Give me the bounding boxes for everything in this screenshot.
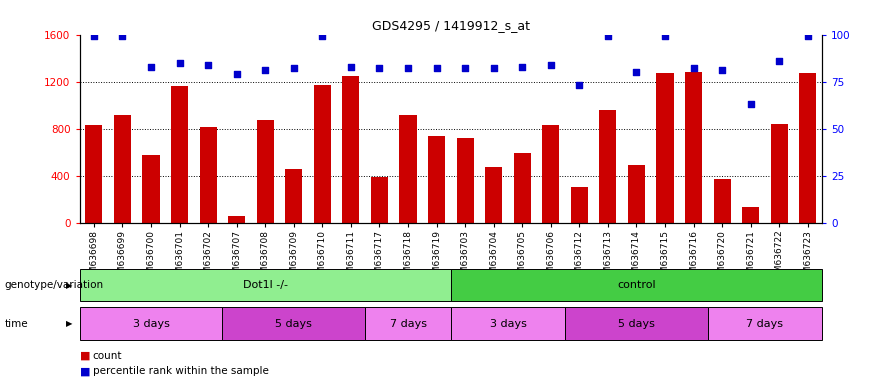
Text: 5 days: 5 days bbox=[275, 318, 312, 329]
Bar bbox=[771, 124, 788, 223]
Text: control: control bbox=[617, 280, 656, 290]
Point bbox=[715, 67, 729, 73]
Point bbox=[687, 65, 701, 71]
Point bbox=[144, 63, 158, 70]
Text: 7 days: 7 days bbox=[746, 318, 783, 329]
Point bbox=[201, 61, 215, 68]
Bar bbox=[80, 307, 223, 340]
Point bbox=[601, 33, 615, 40]
Bar bbox=[142, 154, 159, 223]
Bar bbox=[223, 307, 365, 340]
Bar bbox=[542, 125, 560, 223]
Bar bbox=[451, 269, 822, 301]
Bar bbox=[799, 73, 817, 223]
Point bbox=[773, 58, 787, 64]
Point bbox=[115, 33, 129, 40]
Text: ■: ■ bbox=[80, 366, 90, 376]
Bar bbox=[657, 73, 674, 223]
Text: ■: ■ bbox=[80, 351, 90, 361]
Text: percentile rank within the sample: percentile rank within the sample bbox=[93, 366, 269, 376]
Text: count: count bbox=[93, 351, 122, 361]
Bar bbox=[599, 110, 616, 223]
Bar bbox=[228, 216, 245, 223]
Bar bbox=[80, 269, 451, 301]
Point bbox=[87, 33, 101, 40]
Bar bbox=[456, 138, 474, 223]
Title: GDS4295 / 1419912_s_at: GDS4295 / 1419912_s_at bbox=[372, 19, 530, 32]
Bar bbox=[514, 153, 530, 223]
Bar bbox=[428, 136, 446, 223]
Point bbox=[430, 65, 444, 71]
Bar bbox=[342, 76, 360, 223]
Bar bbox=[485, 167, 502, 223]
Bar bbox=[200, 127, 217, 223]
Point bbox=[401, 65, 415, 71]
Bar bbox=[713, 179, 731, 223]
Point bbox=[372, 65, 386, 71]
Bar bbox=[171, 86, 188, 223]
Point bbox=[258, 67, 272, 73]
Bar bbox=[400, 114, 416, 223]
Bar bbox=[256, 121, 274, 223]
Bar bbox=[628, 165, 645, 223]
Point bbox=[172, 60, 187, 66]
Bar bbox=[743, 207, 759, 223]
Text: 3 days: 3 days bbox=[133, 318, 170, 329]
Bar bbox=[685, 72, 702, 223]
Point bbox=[316, 33, 330, 40]
Text: time: time bbox=[4, 318, 28, 329]
Bar bbox=[371, 177, 388, 223]
Text: 5 days: 5 days bbox=[618, 318, 655, 329]
Bar bbox=[314, 85, 331, 223]
Bar bbox=[708, 307, 822, 340]
Bar bbox=[451, 307, 565, 340]
Point bbox=[629, 69, 644, 75]
Point bbox=[801, 33, 815, 40]
Bar bbox=[571, 187, 588, 223]
Point bbox=[286, 65, 301, 71]
Point bbox=[544, 61, 558, 68]
Bar bbox=[365, 307, 451, 340]
Text: 3 days: 3 days bbox=[490, 318, 526, 329]
Point bbox=[658, 33, 672, 40]
Point bbox=[515, 63, 530, 70]
Text: Dot1l -/-: Dot1l -/- bbox=[243, 280, 287, 290]
Point bbox=[486, 65, 500, 71]
Bar bbox=[286, 169, 302, 223]
Point bbox=[344, 63, 358, 70]
Text: ▶: ▶ bbox=[66, 281, 72, 290]
Bar bbox=[85, 125, 103, 223]
Point bbox=[572, 82, 586, 88]
Point bbox=[230, 71, 244, 77]
Text: 7 days: 7 days bbox=[390, 318, 426, 329]
Bar bbox=[114, 114, 131, 223]
Text: genotype/variation: genotype/variation bbox=[4, 280, 103, 290]
Point bbox=[743, 101, 758, 107]
Text: ▶: ▶ bbox=[66, 319, 72, 328]
Point bbox=[458, 65, 472, 71]
Bar bbox=[565, 307, 708, 340]
